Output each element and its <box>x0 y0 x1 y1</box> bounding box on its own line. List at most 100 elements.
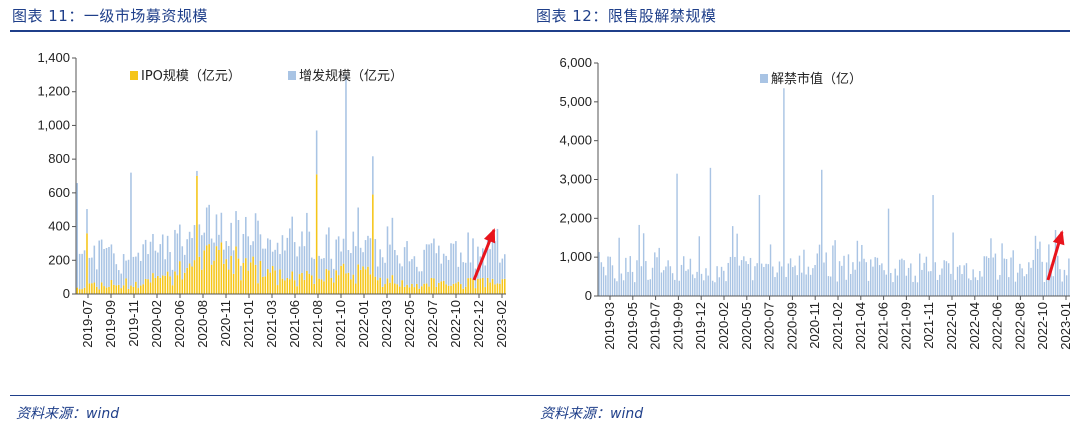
bar-primary <box>389 282 391 294</box>
bar-primary <box>861 244 863 296</box>
bar-secondary <box>181 246 184 280</box>
y-tick-label: 6,000 <box>559 55 592 70</box>
bar-secondary <box>132 256 135 287</box>
bar-primary <box>767 264 770 296</box>
bar-secondary <box>308 231 311 274</box>
bar-secondary <box>418 271 421 289</box>
bar-secondary <box>469 262 472 278</box>
bar-primary <box>306 270 308 294</box>
bar-primary <box>1025 274 1028 296</box>
bar-primary <box>979 271 981 296</box>
bar-primary <box>381 286 384 294</box>
bar-secondary <box>147 254 149 280</box>
bar-primary <box>350 279 352 294</box>
bar-primary <box>823 262 825 296</box>
bar-primary <box>213 260 215 294</box>
bar-primary <box>718 277 721 296</box>
bar-secondary <box>386 226 389 279</box>
bar-primary <box>501 279 504 294</box>
x-tick-label: 2019-09 <box>103 300 118 348</box>
bar-primary <box>223 263 225 294</box>
bar-primary <box>972 269 974 296</box>
bar-secondary <box>396 255 399 285</box>
bar-secondary <box>279 254 281 270</box>
bar-primary <box>600 262 603 296</box>
bar-primary <box>1001 243 1003 296</box>
x-tick-label: 2019-05 <box>625 302 640 350</box>
bar-secondary <box>291 216 293 272</box>
x-tick-label: 2022-01 <box>944 302 959 350</box>
bar-secondary <box>117 270 120 285</box>
bar-primary <box>609 256 611 296</box>
bar-secondary <box>354 246 357 284</box>
x-tick-label: 2021-06 <box>287 300 302 348</box>
x-tick-label: 2022-10 <box>1035 302 1050 350</box>
bar-primary <box>201 269 203 294</box>
bar-secondary <box>213 242 215 261</box>
bar-secondary <box>252 241 254 257</box>
bar-primary <box>477 278 479 294</box>
bar-primary <box>723 270 725 296</box>
bar-secondary <box>240 265 242 281</box>
bar-primary <box>494 284 496 294</box>
bar-secondary <box>464 262 467 287</box>
bar-primary <box>372 194 374 294</box>
bar-secondary <box>298 246 301 275</box>
bar-primary <box>259 260 262 294</box>
bar-secondary <box>447 259 450 286</box>
bar-primary <box>100 282 103 294</box>
bar-secondary <box>247 236 250 271</box>
bar-primary <box>976 280 979 296</box>
bar-primary <box>1061 281 1063 296</box>
y-tick-label: 0 <box>585 288 592 303</box>
bar-primary <box>357 264 359 294</box>
bar-secondary <box>230 222 232 256</box>
bar-primary <box>108 286 110 294</box>
bar-primary <box>756 263 758 296</box>
bar-primary <box>127 288 130 294</box>
bar-primary <box>905 275 908 296</box>
bar-primary <box>332 282 335 294</box>
bar-secondary <box>433 238 435 279</box>
bar-secondary <box>174 229 176 272</box>
bar-primary <box>927 271 930 296</box>
bar-primary <box>293 280 296 294</box>
bar-primary <box>1021 268 1023 296</box>
bar-primary <box>467 278 469 294</box>
bar-secondary <box>315 130 318 175</box>
bar-secondary <box>455 241 457 284</box>
bar-primary <box>738 265 741 296</box>
bar-primary <box>452 283 455 294</box>
bar-secondary <box>223 249 225 264</box>
bar-primary <box>843 255 845 296</box>
bar-secondary <box>259 234 262 261</box>
bar-secondary <box>183 254 186 273</box>
bar-primary <box>208 244 210 294</box>
bar-secondary <box>242 233 245 263</box>
bar-primary <box>489 282 491 294</box>
bar-primary <box>749 257 752 296</box>
bar-secondary <box>411 259 413 284</box>
bar-secondary <box>166 235 169 272</box>
bar-primary <box>760 263 763 296</box>
legend-swatch <box>760 74 768 83</box>
bar-secondary <box>408 261 411 288</box>
bar-secondary <box>93 245 96 283</box>
bar-secondary <box>205 207 208 246</box>
bar-secondary <box>420 271 423 287</box>
bar-primary <box>745 261 747 296</box>
bar-primary <box>734 256 736 296</box>
bar-primary <box>455 283 457 294</box>
bar-primary <box>776 272 778 296</box>
bar-primary <box>262 276 264 294</box>
bar-primary <box>901 258 903 296</box>
bar-primary <box>711 280 714 296</box>
bar-primary <box>752 280 754 296</box>
bar-primary <box>95 286 98 294</box>
bar-secondary <box>142 244 144 285</box>
bar-primary <box>858 261 861 296</box>
bar-primary <box>605 275 607 296</box>
bar-primary <box>894 268 896 296</box>
bar-primary <box>981 276 983 296</box>
bar-secondary <box>325 234 328 270</box>
